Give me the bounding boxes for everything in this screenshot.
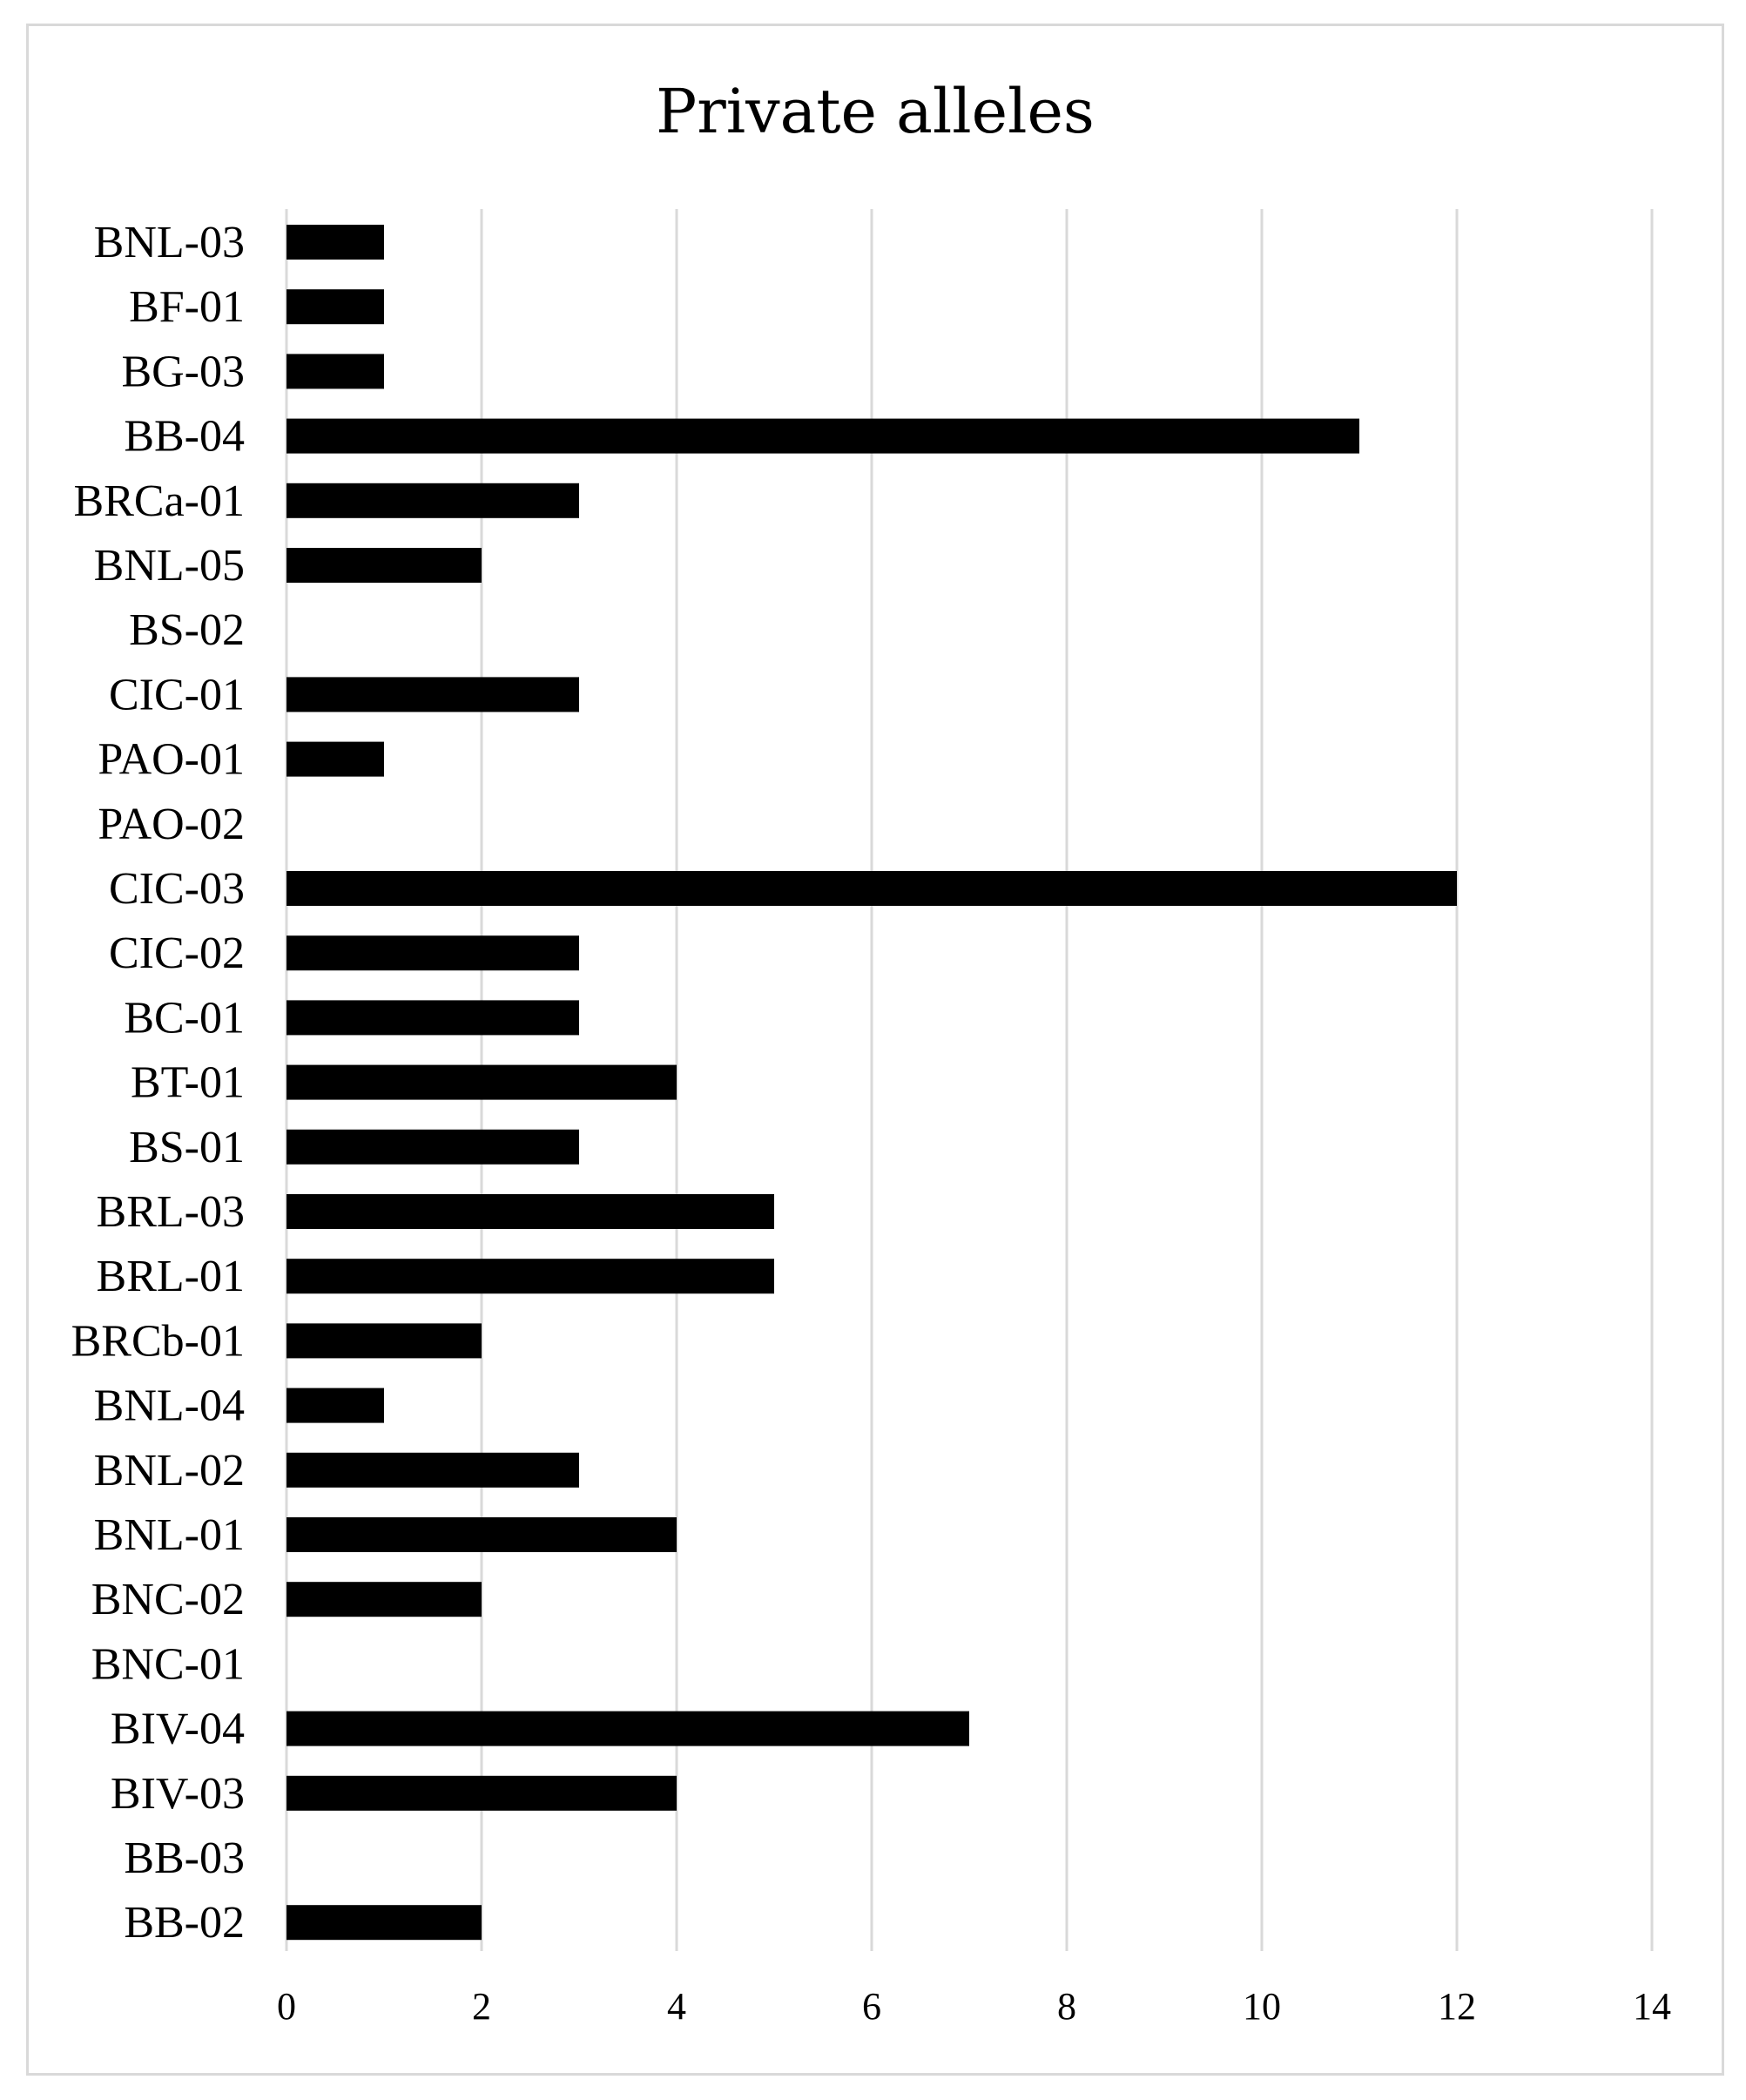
category-label: BF-01 xyxy=(129,282,245,332)
category-label: BS-02 xyxy=(129,605,245,655)
bar-bc-01 xyxy=(287,1000,579,1036)
category-label: BNL-02 xyxy=(94,1446,245,1496)
bar-brl-01 xyxy=(287,1259,774,1294)
bar-bs-01 xyxy=(287,1129,579,1165)
category-label: BRL-03 xyxy=(97,1187,245,1237)
category-label: BNL-04 xyxy=(94,1381,245,1431)
x-axis-tick-labels: 0 2 4 6 8 10 12 14 xyxy=(277,1985,1671,2028)
category-label: BNL-05 xyxy=(94,541,245,591)
bar-biv-04 xyxy=(287,1711,969,1746)
bar-cic-01 xyxy=(287,677,579,712)
x-tick-label: 12 xyxy=(1438,1985,1476,2028)
x-tick-label: 4 xyxy=(667,1985,686,2028)
bar-cic-03 xyxy=(287,871,1457,906)
category-label: BS-01 xyxy=(129,1123,245,1172)
category-label: BC-01 xyxy=(124,993,245,1043)
bar-bnl-05 xyxy=(287,548,482,583)
category-label: BB-04 xyxy=(124,412,245,462)
category-label: PAO-01 xyxy=(98,735,245,785)
bar-bnc-02 xyxy=(287,1582,482,1617)
category-label: BT-01 xyxy=(131,1058,245,1108)
bar-bt-01 xyxy=(287,1064,677,1100)
bar-brcb-01 xyxy=(287,1323,482,1359)
category-label: BRCa-01 xyxy=(74,476,245,526)
bar-bb-02 xyxy=(287,1905,482,1941)
bar-chart: Private alleles BNL-03 BF-01 BG-03 BB-04 BRC… xyxy=(71,76,1671,2028)
category-label: BNL-03 xyxy=(94,218,245,267)
category-label: CIC-02 xyxy=(109,928,245,978)
chart-frame: Private alleles BNL-03 BF-01 BG-03 BB-04 BRC… xyxy=(26,24,1724,2076)
category-label: BNC-02 xyxy=(91,1575,245,1624)
bar-bnl-03 xyxy=(287,225,384,260)
category-label: PAO-02 xyxy=(98,800,245,849)
bar-pao-01 xyxy=(287,741,384,777)
bar-cic-02 xyxy=(287,935,579,971)
bar-biv-03 xyxy=(287,1775,677,1811)
x-tick-label: 6 xyxy=(862,1985,881,2028)
chart-title: Private alleles xyxy=(656,76,1095,147)
category-label: BB-02 xyxy=(124,1898,245,1948)
x-tick-label: 2 xyxy=(472,1985,491,2028)
category-label: BIV-04 xyxy=(111,1705,245,1754)
x-tick-label: 0 xyxy=(277,1985,296,2028)
category-label: BNL-01 xyxy=(94,1510,245,1560)
x-tick-label: 10 xyxy=(1243,1985,1281,2028)
bar-brl-03 xyxy=(287,1194,774,1229)
category-label: CIC-01 xyxy=(109,670,245,719)
bar-bnl-01 xyxy=(287,1517,677,1552)
x-tick-label: 8 xyxy=(1057,1985,1076,2028)
category-label: BNC-01 xyxy=(91,1639,245,1689)
x-tick-label: 14 xyxy=(1633,1985,1671,2028)
bar-bb-04 xyxy=(287,418,1359,454)
bar-brca-01 xyxy=(287,483,579,518)
bar-bf-01 xyxy=(287,289,384,325)
bar-bnl-02 xyxy=(287,1452,579,1488)
category-label: BG-03 xyxy=(121,347,245,396)
bar-bnl-04 xyxy=(287,1388,384,1423)
bar-bg-03 xyxy=(287,354,384,389)
category-labels: BNL-03 BF-01 BG-03 BB-04 BRCa-01 BNL-05 BS-02 C… xyxy=(71,218,245,1948)
category-label: BRCb-01 xyxy=(71,1316,245,1366)
category-label: BIV-03 xyxy=(111,1769,245,1819)
category-label: BRL-01 xyxy=(97,1252,245,1301)
category-label: BB-03 xyxy=(124,1833,245,1883)
bars xyxy=(287,225,1457,1941)
category-label: CIC-03 xyxy=(109,864,245,914)
